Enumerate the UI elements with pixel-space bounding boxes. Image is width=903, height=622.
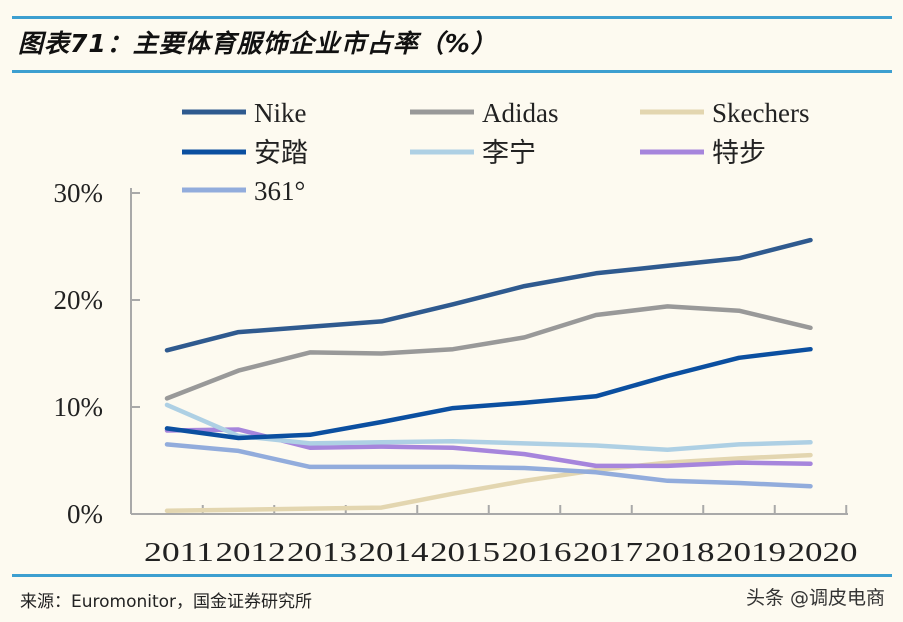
x-tick-label: 2013	[287, 537, 357, 567]
y-tick-label: 30%	[54, 178, 104, 208]
x-tick-label: 2015	[430, 537, 500, 567]
x-tick-label: 2014	[359, 537, 430, 567]
watermark: 头条 @调皮电商	[745, 587, 885, 609]
y-tick-label: 0%	[67, 499, 103, 529]
y-tick-label: 20%	[54, 285, 104, 315]
x-tick-label: 2019	[716, 537, 786, 567]
x-tick-label: 2017	[573, 537, 643, 567]
x-tick-label: 2020	[788, 537, 858, 567]
legend-label: Skechers	[712, 98, 809, 128]
line-chart: 0%10%20%30%2011 2012 2013 2014 2015 2016 2017 2…	[54, 98, 858, 567]
footer-rule	[12, 574, 892, 577]
x-tick-label: 2016	[502, 537, 572, 567]
legend-label: Nike	[254, 98, 307, 128]
title-bottom-rule	[12, 70, 892, 73]
legend-label: Adidas	[482, 98, 559, 128]
legend-label: 李宁	[482, 138, 536, 168]
series-line	[164, 442, 813, 489]
legend-label: 特步	[712, 138, 766, 168]
title-top-rule	[12, 16, 892, 19]
series-line	[164, 402, 813, 453]
y-tick-label: 10%	[54, 392, 104, 422]
source-note: 来源：Euromonitor，国金证券研究所	[20, 592, 313, 612]
series-line	[164, 304, 813, 401]
x-tick-label: 2018	[645, 537, 715, 567]
legend-label: 361°	[254, 176, 305, 206]
chart-title: 图表71：主要体育服饰企业市占率（%）	[18, 29, 497, 58]
legend-label: 安踏	[254, 138, 308, 168]
x-tick-label: 2011	[144, 537, 214, 567]
series-line	[164, 346, 813, 441]
series-line	[164, 237, 813, 353]
x-tick-label: 2012	[216, 537, 286, 567]
series-line	[164, 452, 813, 514]
